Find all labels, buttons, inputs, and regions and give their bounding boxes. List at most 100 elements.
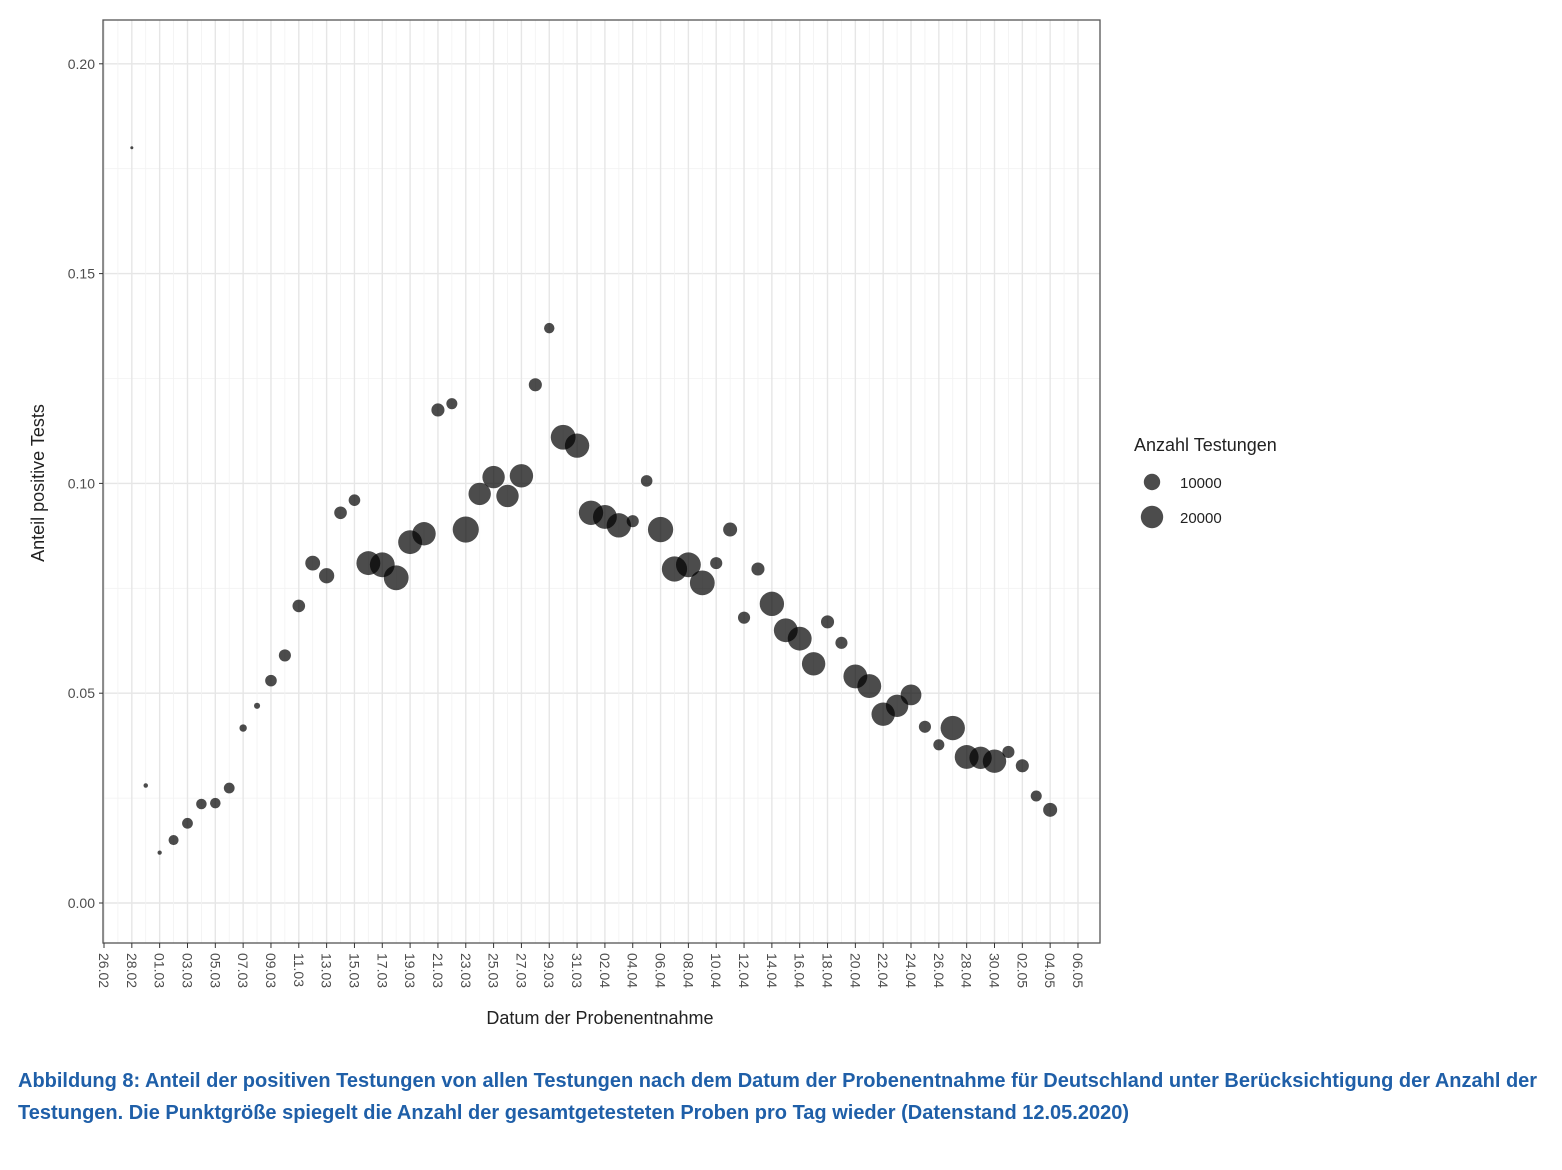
data-point (759, 591, 785, 617)
y-tick-label: 0.05 (68, 685, 95, 701)
x-axis: 26.02 28.02 01.03 03.03 05.03 07.03 09.03 11.03… (96, 943, 1086, 988)
grid (103, 20, 1100, 943)
data-point (182, 817, 193, 829)
data-point (1002, 745, 1015, 759)
data-point (940, 715, 965, 741)
x-tick-label: 03.03 (179, 953, 195, 988)
x-axis-title: Datum der Probenentnahme (486, 1008, 713, 1028)
data-point (348, 494, 361, 506)
data-point (675, 552, 701, 578)
data-point (1030, 790, 1042, 802)
y-tick-label: 0.00 (68, 895, 95, 911)
data-point (723, 522, 738, 537)
data-point (787, 626, 812, 651)
data-point (982, 749, 1007, 773)
x-tick-label: 20.04 (847, 953, 863, 988)
data-point (710, 557, 723, 570)
points (130, 146, 1058, 855)
x-tick-label: 13.03 (319, 953, 335, 988)
x-tick-label: 01.03 (152, 953, 168, 988)
data-point (292, 599, 306, 613)
data-point (900, 684, 922, 706)
y-axis-title: Anteil positive Tests (28, 404, 48, 562)
data-point (168, 835, 179, 846)
x-tick-label: 14.04 (764, 953, 780, 988)
data-point (412, 522, 436, 546)
x-tick-label: 12.04 (736, 953, 752, 988)
data-point (239, 724, 247, 732)
data-point (431, 403, 445, 417)
data-point (496, 484, 519, 508)
x-tick-label: 25.03 (486, 953, 502, 988)
data-point (528, 378, 542, 392)
legend-marker-10000 (1143, 473, 1161, 491)
x-tick-label: 02.05 (1014, 953, 1030, 988)
legend-marker-20000 (1140, 505, 1164, 529)
x-tick-label: 06.05 (1070, 953, 1086, 988)
x-tick-label: 21.03 (430, 953, 446, 988)
x-tick-label: 04.04 (625, 953, 641, 988)
data-point (933, 739, 945, 751)
x-tick-label: 28.04 (959, 953, 975, 988)
x-tick-label: 22.04 (875, 953, 891, 988)
y-tick-label: 0.10 (68, 475, 95, 491)
data-point (223, 782, 235, 794)
data-point (446, 398, 458, 410)
data-point (254, 702, 261, 709)
x-tick-label: 18.04 (820, 953, 836, 988)
data-point (606, 513, 631, 538)
legend-label-20000: 20000 (1180, 510, 1222, 527)
x-tick-label: 04.05 (1042, 953, 1058, 988)
data-point (835, 636, 848, 649)
x-tick-label: 11.03 (291, 953, 307, 987)
legend-label-10000: 10000 (1180, 475, 1222, 492)
x-tick-label: 26.02 (96, 953, 112, 988)
figure-caption: Abbildung 8: Anteil der positiven Testun… (18, 1070, 1538, 1124)
x-tick-label: 29.03 (541, 953, 557, 988)
panel-border (102, 19, 1101, 944)
data-point (143, 783, 148, 788)
x-tick-label: 30.04 (986, 953, 1002, 988)
x-tick-label: 19.03 (402, 953, 418, 988)
data-point (318, 568, 335, 584)
data-point (640, 475, 653, 487)
data-point (544, 322, 555, 334)
data-point (626, 515, 639, 528)
data-point (482, 465, 505, 489)
x-tick-label: 16.04 (792, 953, 808, 988)
x-tick-label: 31.03 (569, 953, 585, 988)
x-tick-label: 07.03 (235, 953, 251, 988)
legend-title: Anzahl Testungen (1134, 435, 1277, 455)
x-tick-label: 24.04 (903, 953, 919, 988)
x-tick-label: 23.03 (458, 953, 474, 988)
y-tick-label: 0.20 (68, 56, 95, 72)
x-tick-label: 17.03 (374, 953, 390, 988)
data-point (383, 565, 409, 591)
data-point (564, 433, 590, 458)
x-tick-label: 27.03 (513, 953, 529, 988)
data-point (647, 516, 674, 543)
x-tick-label: 06.04 (653, 953, 669, 988)
legend: Anzahl Testungen 10000 20000 (1134, 435, 1277, 529)
y-axis: 0.00 0.05 0.10 0.15 0.20 (68, 56, 103, 911)
x-tick-label: 05.03 (207, 953, 223, 988)
data-point (801, 652, 826, 676)
data-point (820, 615, 835, 629)
x-tick-label: 26.04 (931, 953, 947, 988)
x-tick-label: 08.04 (680, 953, 696, 988)
scatter-chart: 0.00 0.05 0.10 0.15 0.20 26.02 28.02 01.03 03.0… (28, 19, 1277, 1028)
data-point (689, 570, 715, 596)
x-tick-label: 09.03 (263, 953, 279, 988)
data-point (130, 146, 134, 150)
data-point (210, 797, 221, 809)
data-point (1015, 759, 1029, 773)
panel-background (103, 20, 1100, 943)
x-tick-label: 02.04 (597, 953, 613, 988)
data-point (157, 850, 162, 855)
x-tick-label: 28.02 (124, 953, 140, 988)
data-point (1043, 802, 1058, 817)
x-tick-label: 10.04 (708, 953, 724, 988)
data-point (305, 555, 321, 571)
data-point (509, 464, 534, 488)
data-point (468, 482, 491, 506)
